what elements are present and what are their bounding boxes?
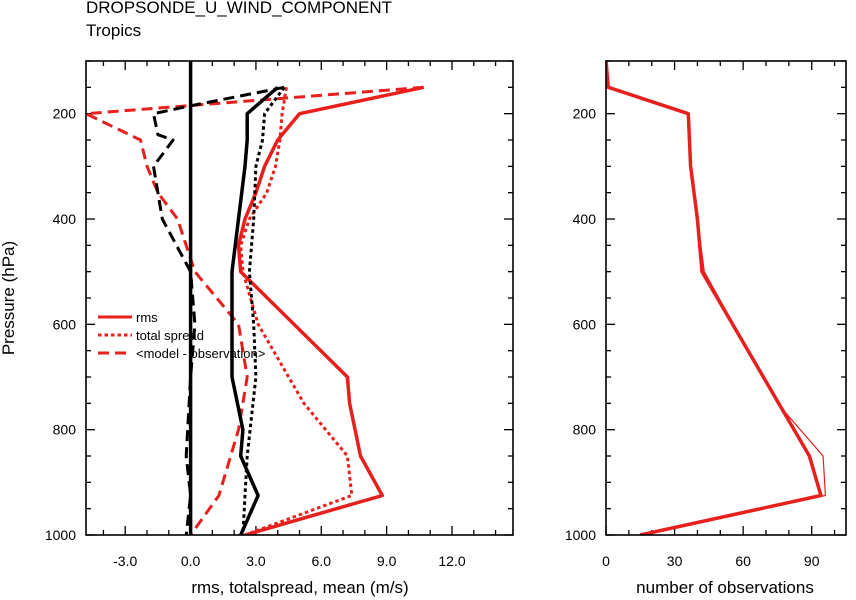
y-axis-label: Pressure (hPa) (0, 241, 18, 355)
main-plot-frame (85, 60, 514, 536)
x-tick-label: 12.0 (438, 553, 465, 569)
series-line-model-observation-control (152, 85, 285, 535)
main-panel: -3.0 0.0 3.0 6.0 9.0 12.0 200 400 600 800 1000 rms t… (45, 60, 514, 569)
y-tick-label: 800 (573, 422, 597, 438)
y-tick-label: 600 (573, 316, 597, 332)
x-tick-label: 6.0 (312, 553, 332, 569)
y-tick-label: 200 (573, 106, 597, 122)
x-tick-label: 90 (804, 553, 820, 569)
y-tick-label: 800 (53, 422, 77, 438)
x-tick-label: 9.0 (377, 553, 397, 569)
y-tick-label: 400 (53, 211, 77, 227)
obs-series (606, 61, 827, 535)
chart-title: DROPSONDE_U_WIND_COMPONENT (86, 0, 393, 17)
x-tick-label: 30 (667, 553, 683, 569)
main-ticks (86, 60, 513, 536)
legend: rms total spread <model - observation> (98, 310, 265, 361)
series-line-total-spread (239, 87, 354, 535)
x-tick-label: -3.0 (113, 553, 137, 569)
y-tick-label: 1000 (45, 527, 76, 543)
series-line-total-spread-control (241, 86, 286, 535)
series-line-observations-thin (606, 61, 827, 535)
obs-plot-frame (605, 60, 847, 536)
series-line-observations-thick (606, 61, 823, 535)
x-tick-label: 3.0 (246, 553, 266, 569)
chart-subtitle: Tropics (86, 21, 142, 40)
observations-panel: 0 30 60 90 200 400 600 800 1000 (565, 60, 847, 569)
y-tick-label: 600 (53, 316, 77, 332)
x-axis-label-main: rms, totalspread, mean (m/s) (191, 578, 408, 597)
x-axis-label-observations: number of observations (636, 578, 814, 597)
x-tick-label: 60 (735, 553, 751, 569)
y-tick-label: 200 (53, 106, 77, 122)
x-tick-label: 0.0 (181, 553, 201, 569)
main-series (86, 61, 425, 535)
series-line-rms (236, 85, 425, 535)
legend-label: total spread (136, 328, 204, 343)
y-tick-label: 400 (573, 211, 597, 227)
legend-label: rms (136, 310, 158, 325)
series-line-model-observation (86, 85, 424, 535)
y-tick-label: 1000 (565, 527, 596, 543)
x-tick-label: 0 (602, 553, 610, 569)
legend-label: <model - observation> (136, 346, 265, 361)
